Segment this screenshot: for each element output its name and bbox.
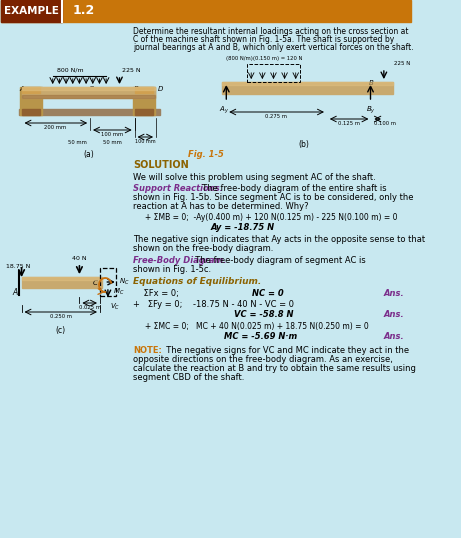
Bar xyxy=(22,87,155,90)
Text: shown on the free-body diagram.: shown on the free-body diagram. xyxy=(133,244,273,253)
Text: + ΣMC = 0;   MC + 40 N(0.025 m) + 18.75 N(0.250 m) = 0: + ΣMC = 0; MC + 40 N(0.025 m) + 18.75 N(… xyxy=(133,322,369,331)
Text: Equations of Equilibrium.: Equations of Equilibrium. xyxy=(133,277,261,286)
Text: -18.75 N - 40 N - VC = 0: -18.75 N - 40 N - VC = 0 xyxy=(193,300,295,309)
Bar xyxy=(22,87,40,93)
Text: shown in Fig. 1-5c.: shown in Fig. 1-5c. xyxy=(133,265,211,274)
Bar xyxy=(19,109,160,115)
Text: journal bearings at A and B, which only exert vertical forces on the shaft.: journal bearings at A and B, which only … xyxy=(133,43,414,52)
Bar xyxy=(135,109,154,115)
Text: C of the machine shaft shown in Fig. 1-5a. The shaft is supported by: C of the machine shaft shown in Fig. 1-5… xyxy=(133,35,394,44)
Text: (c): (c) xyxy=(56,326,66,335)
Text: shown in Fig. 1-5b. Since segment AC is to be considered, only the: shown in Fig. 1-5b. Since segment AC is … xyxy=(133,193,414,202)
Text: 200 mm: 200 mm xyxy=(44,125,66,130)
Text: Ans.: Ans. xyxy=(384,332,404,341)
Text: A: A xyxy=(19,86,24,92)
Text: Ans.: Ans. xyxy=(384,310,404,319)
Bar xyxy=(100,268,116,296)
Text: 100 mm: 100 mm xyxy=(101,132,124,137)
Text: 50 mm: 50 mm xyxy=(103,140,122,145)
Text: B: B xyxy=(134,86,138,92)
Text: The negative signs for VC and MC indicate they act in the: The negative signs for VC and MC indicat… xyxy=(161,346,409,355)
Bar xyxy=(22,109,40,115)
Text: NC = 0: NC = 0 xyxy=(252,289,284,298)
Text: + ΣMB = 0;  -Ay(0.400 m) + 120 N(0.125 m) - 225 N(0.100 m) = 0: + ΣMB = 0; -Ay(0.400 m) + 120 N(0.125 m)… xyxy=(133,213,397,222)
Text: 0.250 m: 0.250 m xyxy=(50,314,72,319)
Text: NOTE:: NOTE: xyxy=(133,346,162,355)
Text: D: D xyxy=(158,86,163,92)
Bar xyxy=(135,87,154,93)
Text: MC = -5.69 N·m: MC = -5.69 N·m xyxy=(224,332,297,341)
Text: $V_C$: $V_C$ xyxy=(110,302,120,312)
Text: C: C xyxy=(89,86,93,92)
Bar xyxy=(222,82,393,94)
Bar xyxy=(222,82,393,85)
Bar xyxy=(1,0,412,22)
Bar xyxy=(133,87,155,115)
Text: $M_C$: $M_C$ xyxy=(113,287,124,297)
Text: SOLUTION: SOLUTION xyxy=(133,160,189,170)
Text: C: C xyxy=(93,280,98,286)
Text: B: B xyxy=(369,80,373,86)
Text: Fig. 1-5: Fig. 1-5 xyxy=(188,150,224,159)
Text: 1.2: 1.2 xyxy=(72,4,95,18)
Text: 50 mm: 50 mm xyxy=(68,140,87,145)
Text: Ans.: Ans. xyxy=(384,289,404,298)
Text: ΣFx = 0;: ΣFx = 0; xyxy=(133,289,179,298)
Text: The negative sign indicates that Ay acts in the opposite sense to that: The negative sign indicates that Ay acts… xyxy=(133,235,425,244)
Text: 0.100 m: 0.100 m xyxy=(374,121,396,126)
Text: +   ΣFy = 0;: + ΣFy = 0; xyxy=(133,300,182,309)
Bar xyxy=(22,87,155,98)
Text: opposite directions on the free-body diagram. As an exercise,: opposite directions on the free-body dia… xyxy=(133,355,393,364)
Text: reaction at A has to be determined. Why?: reaction at A has to be determined. Why? xyxy=(133,202,308,211)
Text: calculate the reaction at B and try to obtain the same results using: calculate the reaction at B and try to o… xyxy=(133,364,416,373)
Text: 800 N/m: 800 N/m xyxy=(57,68,84,73)
Text: The free-body diagram of the entire shaft is: The free-body diagram of the entire shaf… xyxy=(197,184,386,193)
Text: (800 N/m)(0.150 m) = 120 N: (800 N/m)(0.150 m) = 120 N xyxy=(226,56,303,61)
Text: segment CBD of the shaft.: segment CBD of the shaft. xyxy=(133,373,244,382)
Text: EXAMPLE: EXAMPLE xyxy=(4,6,59,16)
Bar xyxy=(1,0,62,22)
Text: $N_C$: $N_C$ xyxy=(119,277,130,287)
Text: $A_y$: $A_y$ xyxy=(219,104,230,116)
Text: 0.025 m: 0.025 m xyxy=(79,305,100,310)
Text: VC = -58.8 N: VC = -58.8 N xyxy=(234,310,294,319)
Text: (a): (a) xyxy=(83,150,94,159)
Text: $B_y$: $B_y$ xyxy=(366,104,375,116)
Bar xyxy=(22,277,102,280)
Bar xyxy=(247,64,300,82)
Text: Support Reactions.: Support Reactions. xyxy=(133,184,223,193)
Text: 0.275 m: 0.275 m xyxy=(265,114,287,119)
Text: 40 N: 40 N xyxy=(72,256,87,261)
Text: A: A xyxy=(12,288,18,297)
Text: Ay = -18.75 N: Ay = -18.75 N xyxy=(210,223,274,232)
Text: Determine the resultant internal loadings acting on the cross section at: Determine the resultant internal loading… xyxy=(133,27,408,36)
Text: 225 N: 225 N xyxy=(394,61,410,66)
Text: 0.125 m: 0.125 m xyxy=(338,121,360,126)
Text: Free-Body Diagram.: Free-Body Diagram. xyxy=(133,256,226,265)
Text: 100 mm: 100 mm xyxy=(135,139,156,144)
Text: The free-body diagram of segment AC is: The free-body diagram of segment AC is xyxy=(190,256,366,265)
Text: 225 N: 225 N xyxy=(122,68,141,73)
Text: We will solve this problem using segment AC of the shaft.: We will solve this problem using segment… xyxy=(133,173,376,182)
Bar xyxy=(22,95,155,98)
Bar xyxy=(20,87,42,115)
Bar xyxy=(22,277,102,288)
Text: 18.75 N: 18.75 N xyxy=(6,265,30,270)
Text: (b): (b) xyxy=(298,140,309,149)
